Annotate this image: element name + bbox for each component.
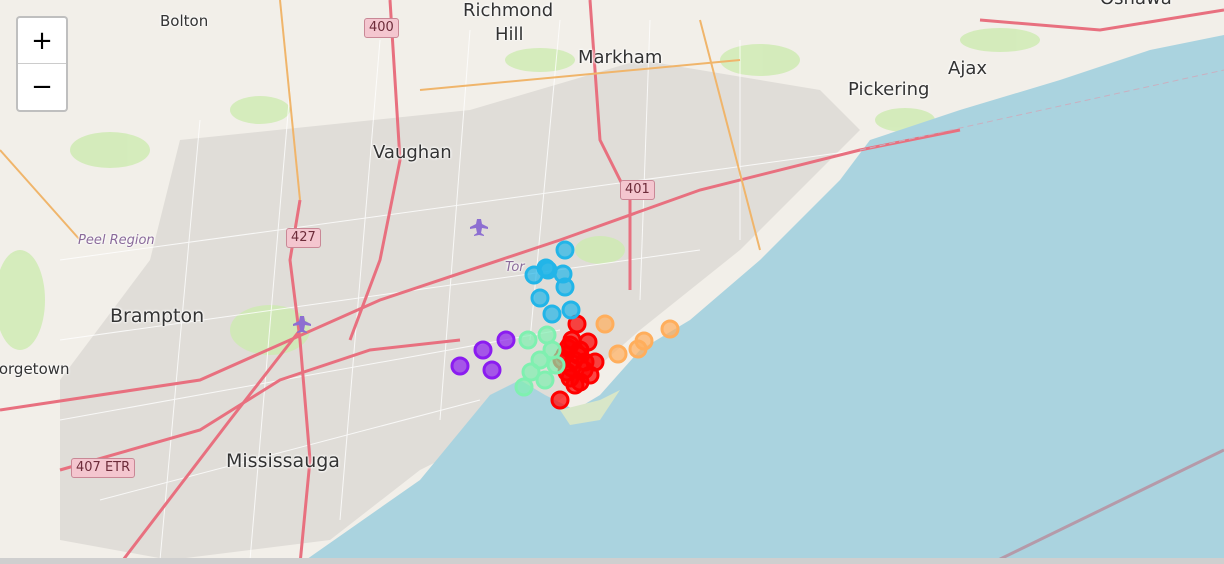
marker-orange-5[interactable] bbox=[660, 319, 680, 339]
marker-orange-1[interactable] bbox=[595, 314, 615, 334]
marker-mint-6[interactable] bbox=[514, 377, 534, 397]
marker-red-18[interactable] bbox=[550, 390, 570, 410]
brampton-label: Brampton bbox=[110, 305, 205, 327]
highway-407-shield: 407 ETR bbox=[71, 458, 136, 478]
bolton-label: Bolton bbox=[160, 12, 209, 30]
peel-region-label: Peel Region bbox=[78, 233, 155, 248]
airport-icon bbox=[293, 316, 311, 333]
ajax-label: Ajax bbox=[948, 58, 987, 79]
bottom-edge bbox=[0, 558, 1224, 564]
marker-red-15[interactable] bbox=[580, 365, 600, 385]
highway-400-shield: 400 bbox=[364, 18, 399, 38]
pickering-label: Pickering bbox=[848, 79, 930, 100]
marker-red-16[interactable] bbox=[565, 375, 585, 395]
richmond-label: Richmond bbox=[463, 0, 554, 21]
zoom-out-button[interactable]: − bbox=[31, 71, 53, 102]
mississauga-label: Mississauga bbox=[226, 450, 340, 472]
marker-purple-4[interactable] bbox=[482, 360, 502, 380]
hill-label: Hill bbox=[495, 24, 524, 45]
marker-purple-3[interactable] bbox=[450, 356, 470, 376]
marker-cyan-5[interactable] bbox=[555, 277, 575, 297]
toronto-label: Tor bbox=[505, 260, 525, 275]
marker-cyan-6[interactable] bbox=[530, 288, 550, 308]
zoom-control: + − bbox=[16, 16, 68, 112]
marker-mint-7[interactable] bbox=[535, 370, 555, 390]
marker-mint-4[interactable] bbox=[546, 355, 566, 375]
marker-purple-2[interactable] bbox=[473, 340, 493, 360]
marker-purple-1[interactable] bbox=[496, 330, 516, 350]
marker-mint-1[interactable] bbox=[518, 330, 538, 350]
oshawa-label: Oshawa bbox=[1100, 0, 1172, 9]
vaughan-label: Vaughan bbox=[373, 142, 452, 163]
marker-cyan-9[interactable] bbox=[536, 258, 556, 278]
marker-cyan-8[interactable] bbox=[542, 304, 562, 324]
highway-401-shield: 401 bbox=[620, 180, 655, 200]
airport-icon bbox=[470, 219, 488, 236]
marker-red-20[interactable] bbox=[562, 330, 582, 350]
marker-mint-8[interactable] bbox=[530, 350, 550, 370]
georgetown-label: Georgetown bbox=[0, 360, 70, 378]
zoom-in-button[interactable]: + bbox=[18, 18, 66, 64]
highway-427-shield: 427 bbox=[286, 228, 321, 248]
marker-cyan-7[interactable] bbox=[561, 300, 581, 320]
marker-cyan-1[interactable] bbox=[555, 240, 575, 260]
marker-orange-2[interactable] bbox=[608, 344, 628, 364]
marker-orange-4[interactable] bbox=[634, 331, 654, 351]
markham-label: Markham bbox=[578, 47, 663, 68]
